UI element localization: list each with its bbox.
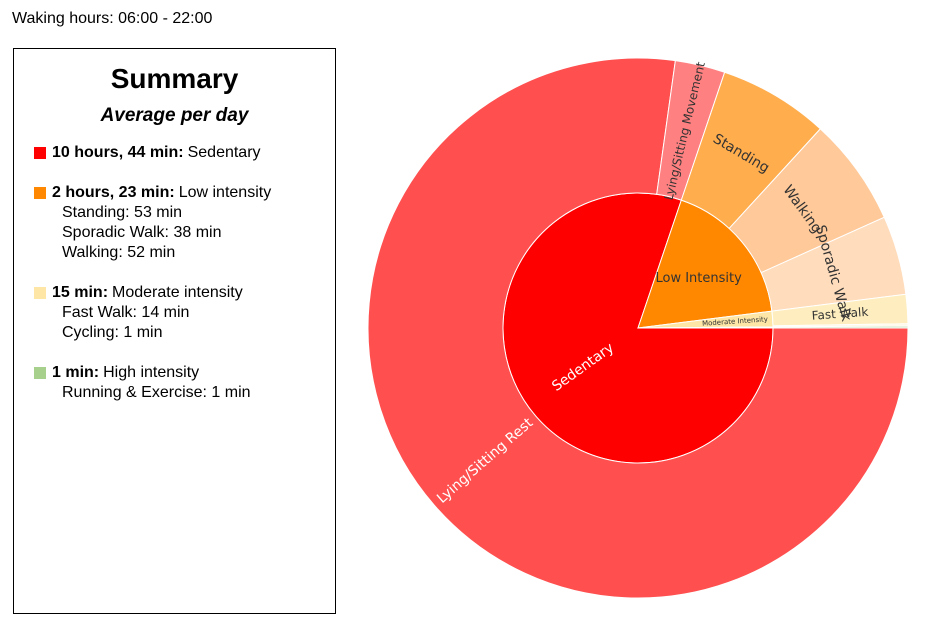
- summary-category: High intensity: [103, 364, 200, 381]
- legend-swatch: [34, 147, 46, 159]
- legend-swatch: [34, 287, 46, 299]
- summary-amount: 15 min:: [52, 284, 109, 301]
- summary-amount: 1 min:: [52, 364, 100, 381]
- legend-swatch: [34, 367, 46, 379]
- summary-category: Low intensity: [178, 184, 272, 201]
- summary-subitem: Standing: 53 min: [62, 204, 183, 221]
- summary-subtitle: Average per day: [100, 105, 249, 126]
- summary-group: 2 hours, 23 min: Low intensity Standing: 5…: [34, 183, 335, 263]
- inner-slice-label: Low Intensity: [655, 271, 742, 286]
- summary-group-header: 10 hours, 44 min: Sedentary: [34, 143, 335, 163]
- summary-group-header: 15 min: Moderate intensity: [34, 283, 335, 303]
- summary-category: Sedentary: [187, 144, 261, 161]
- summary-group: 15 min: Moderate intensity Fast Walk: 14 m…: [34, 283, 335, 343]
- outer-slice-label: Fast Walk: [811, 305, 869, 323]
- summary-subitem: Fast Walk: 14 min: [62, 304, 190, 321]
- waking-hours-label: Waking hours: 06:00 - 22:00: [12, 10, 213, 27]
- summary-subitem: Running & Exercise: 1 min: [62, 384, 251, 401]
- summary-category: Moderate intensity: [112, 284, 243, 301]
- legend-swatch: [34, 187, 46, 199]
- summary-subitem: Sporadic Walk: 38 min: [62, 224, 222, 241]
- summary-panel: Summary Average per day 10 hours, 44 min…: [13, 48, 336, 614]
- summary-group: 1 min: High intensity Running & Exercise: …: [34, 363, 335, 403]
- outer-slice[interactable]: [772, 325, 909, 329]
- summary-groups: 10 hours, 44 min: Sedentary 2 hours, 23 mi…: [14, 143, 335, 403]
- summary-group-header: 1 min: High intensity: [34, 363, 335, 383]
- summary-group-header: 2 hours, 23 min: Low intensity: [34, 183, 335, 203]
- summary-amount: 10 hours, 44 min:: [52, 144, 184, 161]
- summary-amount: 2 hours, 23 min:: [52, 184, 175, 201]
- summary-group: 10 hours, 44 min: Sedentary: [34, 143, 335, 163]
- summary-subitem: Walking: 52 min: [62, 244, 176, 261]
- summary-subitem: Cycling: 1 min: [62, 324, 163, 341]
- outer-slice[interactable]: [367, 57, 909, 599]
- summary-title: Summary: [110, 63, 239, 94]
